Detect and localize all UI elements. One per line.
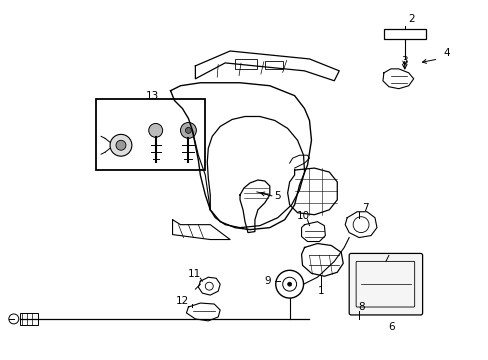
Text: 5: 5: [274, 191, 281, 201]
Text: 4: 4: [442, 48, 449, 58]
Bar: [96, 99, 205, 170]
Bar: [235, 59, 256, 69]
Text: 8: 8: [357, 302, 364, 312]
Circle shape: [287, 282, 291, 286]
Bar: [264, 61, 282, 69]
Circle shape: [148, 123, 163, 137]
Text: 11: 11: [187, 269, 201, 279]
Text: 12: 12: [176, 296, 189, 306]
Text: 9: 9: [264, 276, 270, 286]
Text: 2: 2: [407, 14, 414, 24]
Text: 3: 3: [401, 56, 407, 66]
Text: 13: 13: [146, 91, 159, 101]
Circle shape: [116, 140, 126, 150]
FancyBboxPatch shape: [348, 253, 422, 315]
Circle shape: [180, 122, 196, 138]
Text: 6: 6: [388, 322, 394, 332]
Bar: [20, 313, 38, 325]
Text: 1: 1: [317, 286, 324, 296]
Text: 10: 10: [296, 211, 309, 221]
Text: 7: 7: [361, 203, 367, 213]
Bar: [383, 29, 425, 39]
Circle shape: [185, 127, 191, 133]
Circle shape: [110, 134, 132, 156]
